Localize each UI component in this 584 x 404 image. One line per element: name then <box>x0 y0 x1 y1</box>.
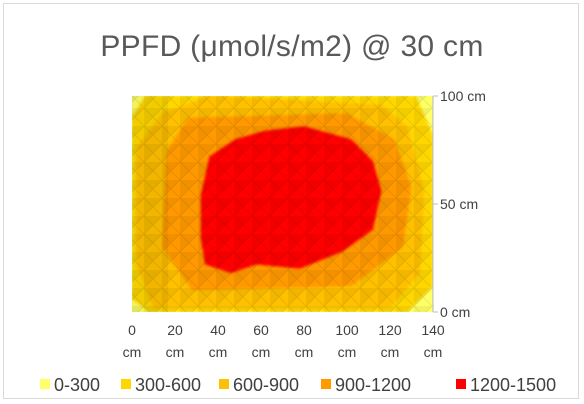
legend-label-900-1200: 900-1200 <box>335 375 411 395</box>
x-tick-label: 40 <box>210 322 226 338</box>
y-tick-label: 100 cm <box>440 88 486 104</box>
x-tick-unit: cm <box>123 344 142 360</box>
x-tick-unit: cm <box>252 344 271 360</box>
x-tick-unit: cm <box>424 344 443 360</box>
legend: 0-300 300-600 600-900 900-1200 1200-1500 <box>40 375 556 395</box>
legend-swatch-0-300 <box>40 379 50 389</box>
legend-label-600-900: 600-900 <box>233 375 299 395</box>
legend-swatch-1200-1500 <box>456 379 466 389</box>
legend-label-0-300: 0-300 <box>54 375 100 395</box>
legend-label-300-600: 300-600 <box>135 375 201 395</box>
x-tick-unit: cm <box>295 344 314 360</box>
x-tick-label: 100 <box>335 322 359 338</box>
y-tick-label: 0 cm <box>440 304 470 320</box>
legend-label-1200-1500: 1200-1500 <box>470 375 556 395</box>
surface-shade <box>132 96 168 312</box>
surface-facets <box>132 96 433 312</box>
legend-swatch-300-600 <box>121 379 131 389</box>
x-tick-label: 80 <box>296 322 312 338</box>
x-tick-unit: cm <box>166 344 185 360</box>
x-tick-label: 0 <box>128 322 136 338</box>
x-tick-label: 120 <box>378 322 402 338</box>
x-tick-label: 60 <box>253 322 269 338</box>
plot-area <box>132 96 433 312</box>
x-tick-unit: cm <box>338 344 357 360</box>
x-tick-label: 140 <box>421 322 445 338</box>
y-tick-label: 50 cm <box>440 196 478 212</box>
legend-swatch-600-900 <box>219 379 229 389</box>
x-tick-label: 20 <box>167 322 183 338</box>
x-tick-unit: cm <box>209 344 228 360</box>
x-tick-unit: cm <box>381 344 400 360</box>
legend-swatch-900-1200 <box>321 379 331 389</box>
